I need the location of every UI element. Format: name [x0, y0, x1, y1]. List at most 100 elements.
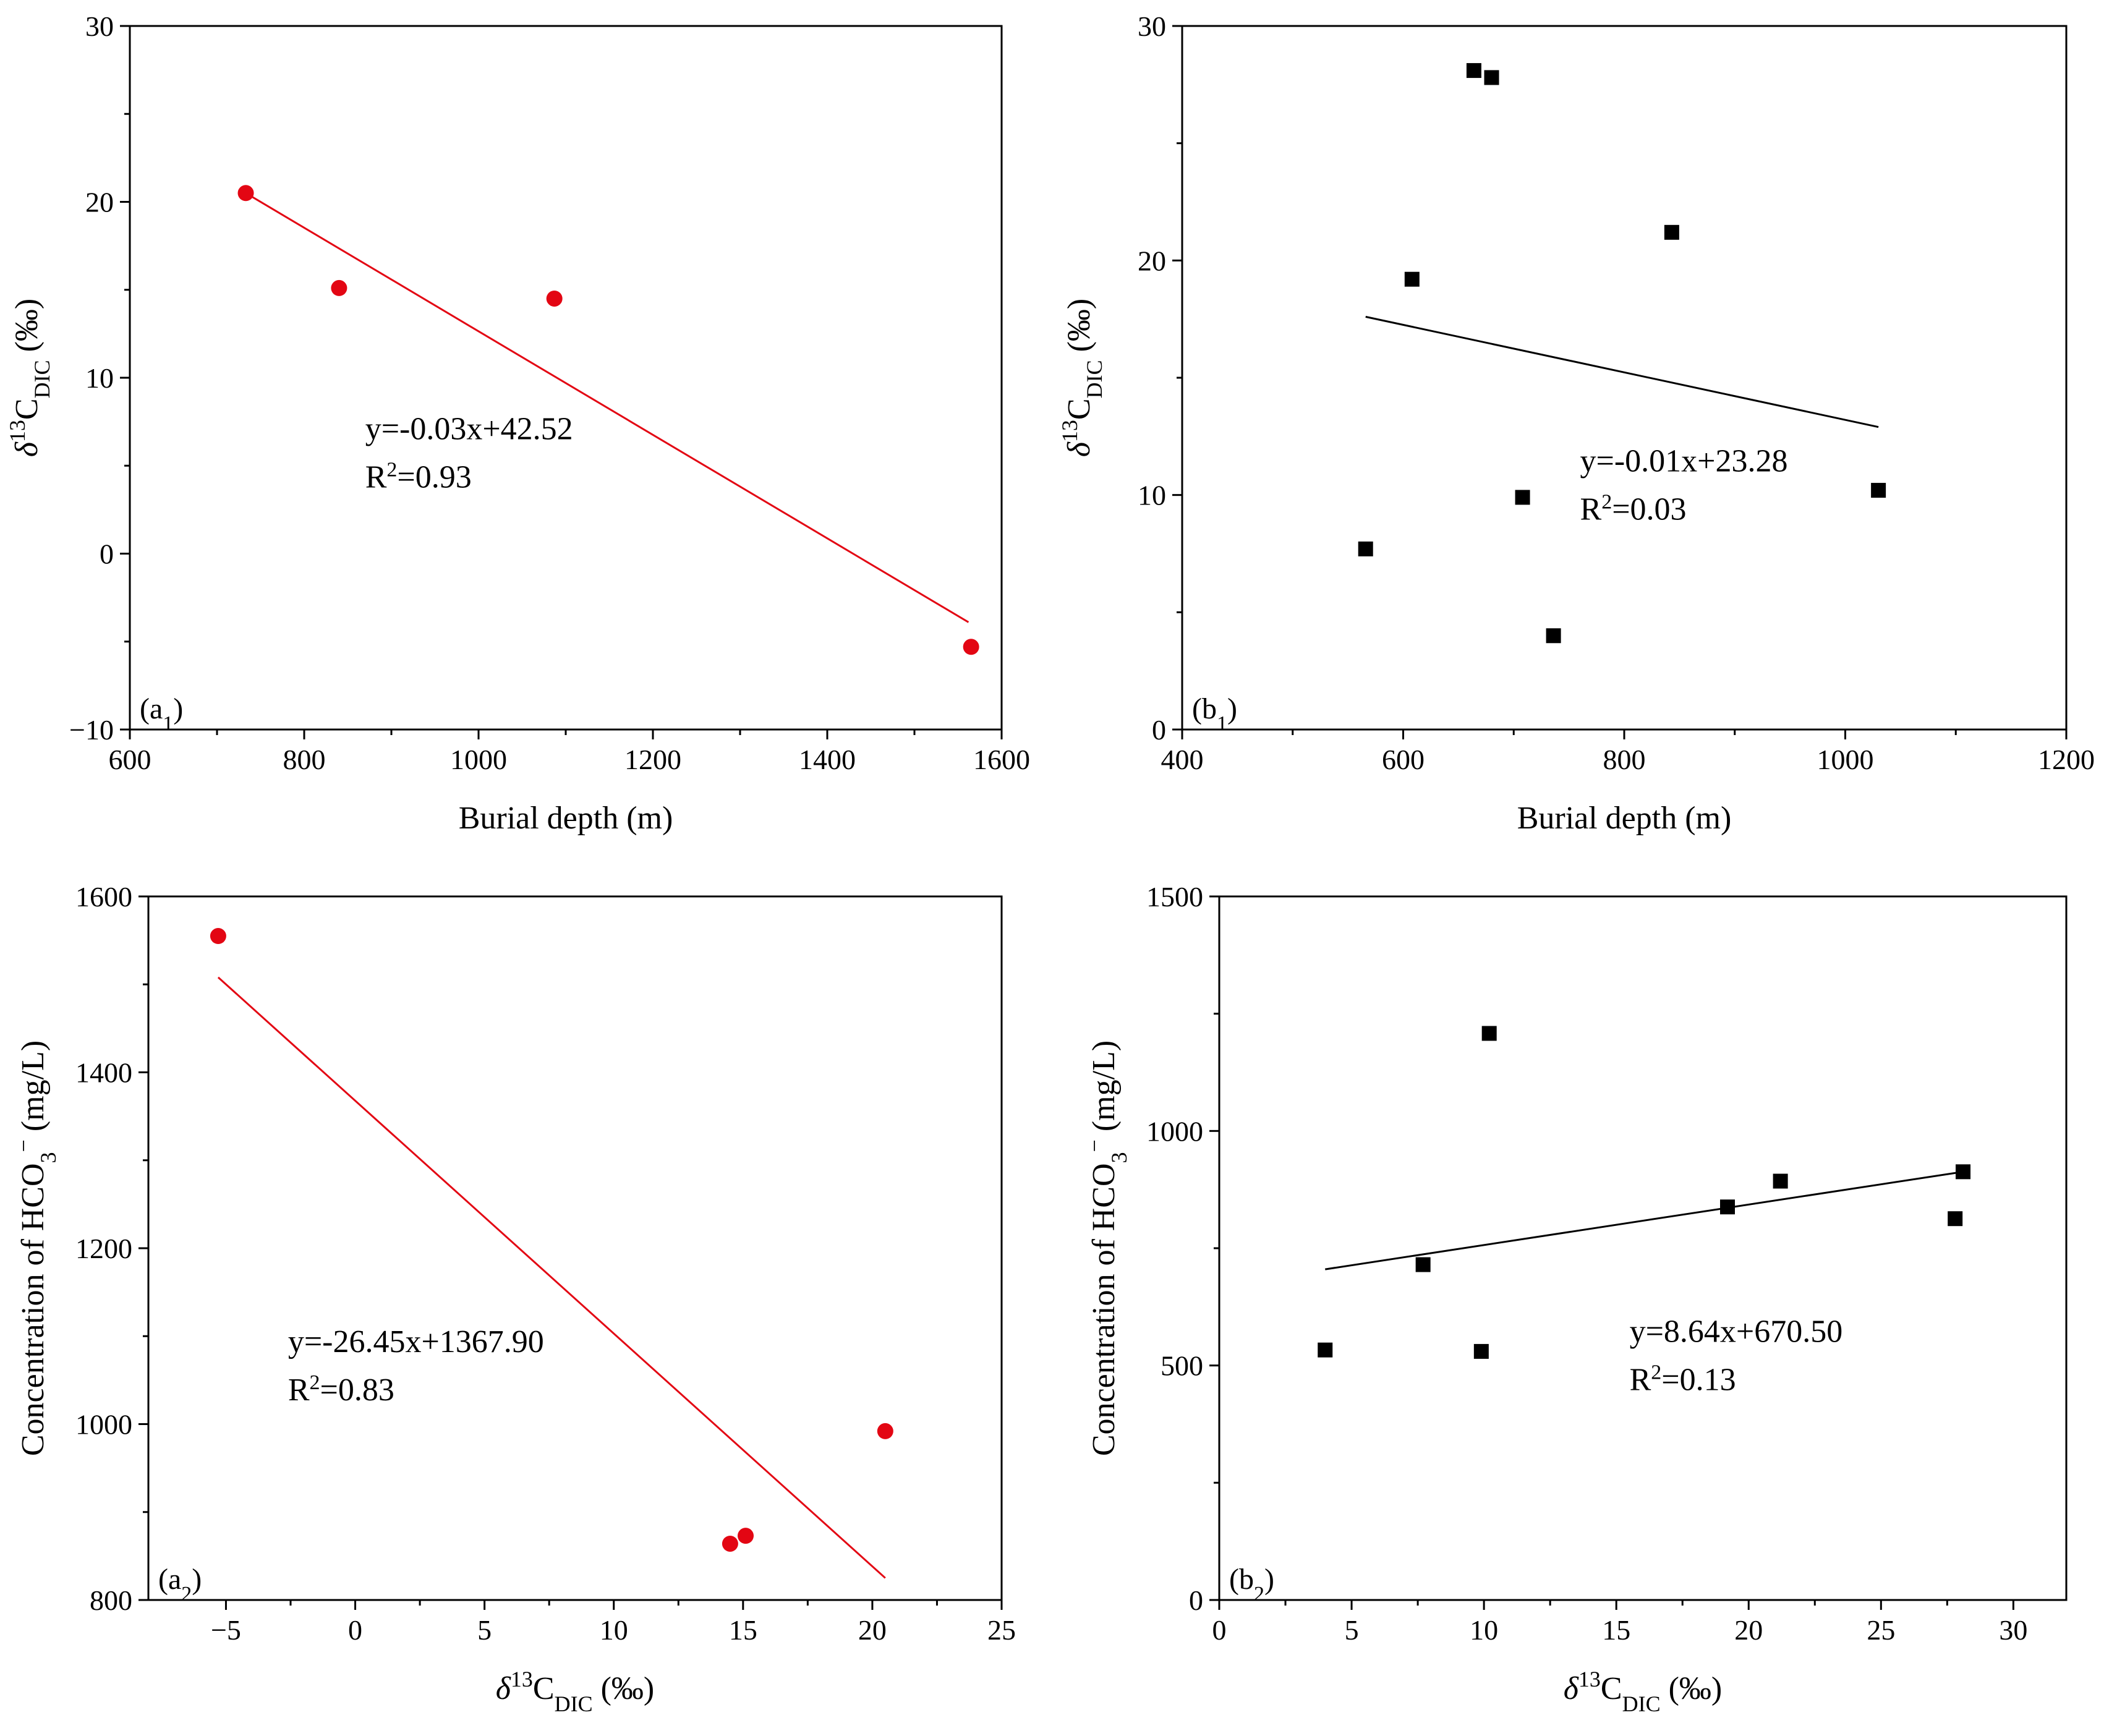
chart-a2: −5 0 5 10 15 20 25 800 1000 1200 1400 1600 δ13CDIC (…	[11, 881, 1016, 1716]
panel-b2: 0 5 10 15 20 25 30 0 500 1000 1500 δ13CDIC (‰) Conce…	[1058, 868, 2117, 1736]
x-tick-label: 1400	[799, 744, 856, 775]
y-tick-label: 0	[100, 538, 114, 570]
panel-label: (b1)	[1192, 692, 1237, 735]
x-tick-label: 1000	[1817, 744, 1874, 775]
y-tick-label: 500	[1161, 1350, 1203, 1382]
panel-label: (a2)	[158, 1563, 202, 1606]
fit-line	[1325, 1170, 1964, 1270]
r-squared: R2=0.13	[1630, 1361, 1736, 1398]
x-tick-label: 1200	[624, 744, 681, 775]
y-axis-title: δ13CDIC (‰)	[1058, 299, 1107, 457]
data-point	[1948, 1211, 1963, 1227]
y-tick-label: 1000	[1146, 1115, 1203, 1147]
x-tick-label: 30	[1999, 1614, 2027, 1646]
data-point	[877, 1423, 893, 1439]
y-tick-label: −10	[69, 714, 114, 746]
x-axis-title: δ13CDIC (‰)	[1564, 1667, 1723, 1716]
x-tick-label: 0	[348, 1614, 362, 1646]
y-tick-label: 800	[90, 1585, 132, 1616]
data-point	[1871, 483, 1886, 498]
x-tick-label: 25	[987, 1614, 1016, 1646]
chart-a1: 600 800 1000 1200 1400 1600 −10 0 10 20 30 Burial d…	[5, 11, 1030, 836]
regression-equation: y=8.64x+670.50	[1630, 1314, 1843, 1350]
x-tick-label: 1000	[450, 744, 507, 775]
data-point	[1466, 63, 1481, 79]
plot-frame	[129, 25, 1003, 731]
fit-line	[217, 976, 886, 1579]
regression-equation: y=-0.01x+23.28	[1580, 444, 1788, 479]
data-point	[331, 279, 347, 296]
chart-b1: 400 600 800 1000 1200 0 10 20 30 Burial depth (m)…	[1058, 11, 2095, 836]
x-tick-label: 600	[1382, 744, 1425, 775]
y-tick-label: 1400	[75, 1057, 132, 1089]
r-squared: R2=0.83	[288, 1371, 394, 1408]
x-tick-label: 15	[1602, 1614, 1630, 1646]
r-squared: R2=0.03	[1580, 490, 1687, 527]
plot-frame	[147, 895, 1003, 1601]
x-tick-label: 600	[109, 744, 151, 775]
data-point	[1515, 490, 1530, 505]
x-tick-label: 20	[1734, 1614, 1763, 1646]
data-point	[1473, 1343, 1489, 1359]
y-tick-label: 30	[1138, 11, 1166, 42]
y-tick-label: 20	[1138, 245, 1166, 276]
data-point	[1358, 541, 1373, 556]
plot-frame	[1181, 25, 2068, 731]
y-tick-label: 1000	[75, 1409, 132, 1440]
data-point	[237, 185, 254, 202]
data-point	[1415, 1257, 1431, 1272]
y-axis-title: Concentration of HCO3− (mg/L)	[1082, 1040, 1131, 1456]
y-tick-label: 10	[1138, 480, 1166, 511]
plot-frame	[1218, 895, 2068, 1601]
y-tick-label: 20	[85, 187, 114, 218]
x-tick-label: 20	[858, 1614, 887, 1646]
x-axis-title: Burial depth (m)	[1517, 801, 1732, 836]
y-tick-label: 1500	[1146, 881, 1203, 913]
panel-label: (a1)	[140, 692, 183, 735]
x-tick-label: 800	[1603, 744, 1646, 775]
y-tick-label: 0	[1189, 1585, 1203, 1616]
data-point	[1720, 1199, 1735, 1215]
fit-line	[1365, 315, 1879, 428]
data-point	[738, 1528, 754, 1544]
x-tick-label: 400	[1161, 744, 1204, 775]
x-tick-label: 10	[600, 1614, 628, 1646]
y-tick-label: 0	[1152, 714, 1166, 746]
panel-b1: 400 600 800 1000 1200 0 10 20 30 Burial depth (m)…	[1058, 0, 2117, 868]
data-point	[1956, 1164, 1971, 1180]
x-axis-title: Burial depth (m)	[459, 801, 673, 836]
regression-equation: y=-26.45x+1367.90	[288, 1324, 544, 1359]
x-tick-label: 10	[1470, 1614, 1498, 1646]
x-tick-label: −5	[211, 1614, 241, 1646]
y-axis-title: δ13CDIC (‰)	[5, 299, 54, 457]
data-point	[722, 1535, 738, 1552]
x-tick-label: 0	[1212, 1614, 1227, 1646]
data-point	[1404, 271, 1420, 287]
x-tick-label: 1600	[973, 744, 1030, 775]
y-tick-label: 1600	[75, 881, 132, 913]
data-point	[963, 639, 979, 655]
data-point	[1484, 70, 1499, 85]
x-tick-label: 25	[1867, 1614, 1895, 1646]
y-tick-label: 30	[85, 11, 114, 42]
panel-a1: 600 800 1000 1200 1400 1600 −10 0 10 20 30 Burial d…	[0, 0, 1058, 868]
fit-line	[245, 192, 969, 623]
data-point	[1546, 628, 1561, 644]
y-axis-title: Concentration of HCO3− (mg/L)	[11, 1040, 61, 1456]
panel-a2: −5 0 5 10 15 20 25 800 1000 1200 1400 1600 δ13CDIC (…	[0, 868, 1058, 1736]
data-point	[1664, 224, 1679, 240]
chart-b2: 0 5 10 15 20 25 30 0 500 1000 1500 δ13CDIC (‰) Conce…	[1082, 881, 2068, 1716]
x-tick-label: 5	[477, 1614, 492, 1646]
x-axis-title: δ13CDIC (‰)	[496, 1667, 655, 1716]
x-tick-label: 15	[729, 1614, 757, 1646]
regression-equation: y=-0.03x+42.52	[365, 412, 573, 447]
data-point	[1318, 1342, 1333, 1358]
panel-label: (b2)	[1229, 1563, 1274, 1606]
data-point	[210, 928, 226, 945]
x-tick-label: 800	[283, 744, 326, 775]
data-point	[1481, 1026, 1497, 1041]
y-tick-label: 10	[85, 362, 114, 394]
y-tick-label: 1200	[75, 1233, 132, 1264]
r-squared: R2=0.93	[365, 458, 472, 495]
x-tick-label: 5	[1345, 1614, 1359, 1646]
